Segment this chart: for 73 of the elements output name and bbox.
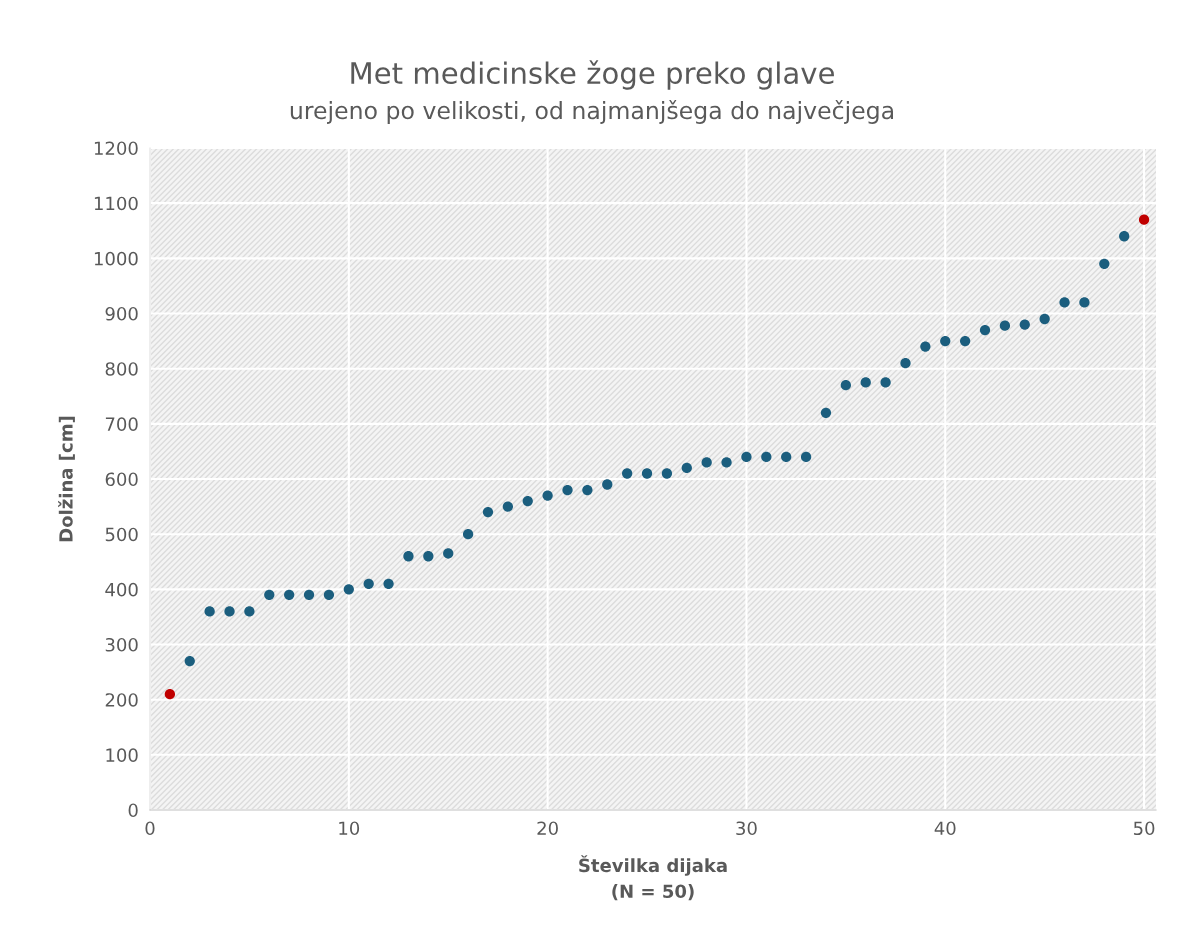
point	[900, 358, 911, 369]
point	[880, 377, 891, 388]
y-tick-label: 700	[105, 417, 138, 431]
point	[920, 341, 931, 352]
chart-title: Met medicinske žoge preko glave	[351, 60, 834, 90]
point	[661, 468, 673, 479]
y-tick-label: 100	[106, 748, 138, 762]
point	[184, 655, 195, 667]
y-tick-label: 1000	[94, 251, 138, 266]
y-tick-label: 800	[105, 362, 138, 376]
point	[781, 451, 792, 463]
y-tick-label: 200	[105, 693, 138, 707]
point	[443, 548, 454, 559]
point	[800, 451, 812, 463]
point	[741, 451, 752, 463]
point	[303, 589, 315, 600]
point	[522, 495, 533, 507]
x-tick-label: 0	[145, 821, 155, 836]
x-tick-label: 50	[1133, 821, 1155, 836]
point	[204, 606, 215, 617]
y-tick-label: 900	[105, 306, 138, 321]
y-tick-label: 600	[105, 472, 138, 487]
point	[840, 380, 851, 391]
point	[820, 407, 832, 418]
point	[681, 462, 692, 474]
point	[979, 324, 991, 336]
y-tick-label: 500	[105, 527, 138, 542]
y-axis-title: Dolžina [cm]	[58, 416, 75, 542]
point	[343, 584, 354, 595]
point	[244, 606, 255, 617]
point	[701, 457, 712, 468]
point	[323, 589, 335, 600]
point	[622, 468, 633, 479]
point	[1138, 214, 1150, 225]
point	[164, 689, 176, 700]
point	[940, 335, 951, 347]
point	[502, 501, 514, 512]
point	[284, 589, 295, 600]
chart-subtitle: urejeno po velikosti, od najmanjšega do največjega	[290, 100, 893, 124]
y-tick-label: 400	[105, 582, 138, 597]
y-tick-label: 1200	[94, 141, 138, 156]
point	[721, 457, 732, 468]
point	[462, 529, 474, 540]
point	[959, 335, 971, 347]
point	[1099, 258, 1110, 269]
x-tick-label: 40	[934, 821, 956, 836]
y-tick-label: 0	[128, 803, 138, 818]
point	[224, 606, 235, 617]
point	[482, 506, 494, 518]
point	[264, 589, 275, 600]
point	[582, 484, 593, 496]
point	[363, 578, 374, 589]
point	[562, 484, 573, 496]
y-tick-label: 300	[105, 637, 138, 652]
point	[602, 479, 613, 490]
point	[1019, 319, 1030, 330]
point	[383, 578, 394, 589]
point	[1079, 297, 1090, 308]
x-tick-label: 20	[537, 821, 558, 836]
x-tick-label: 30	[736, 821, 757, 836]
point	[761, 451, 772, 463]
point	[423, 551, 434, 562]
x-tick-label: 10	[339, 821, 360, 836]
x-axis-title: Številka dijaka (N = 50)	[579, 855, 727, 901]
point	[999, 320, 1011, 331]
point	[403, 551, 414, 562]
point	[542, 490, 553, 501]
point	[1059, 297, 1070, 308]
y-tick-label: 1100	[94, 196, 138, 211]
point	[860, 377, 871, 388]
point	[641, 468, 653, 479]
point	[1039, 313, 1050, 325]
point	[1119, 231, 1130, 242]
